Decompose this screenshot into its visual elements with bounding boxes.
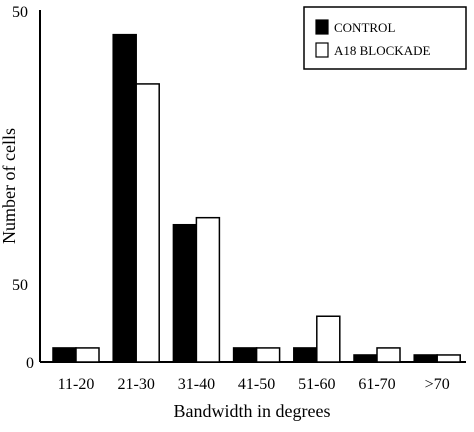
bar-control-6 bbox=[413, 354, 438, 363]
x-axis-title: Bandwidth in degrees bbox=[174, 401, 331, 421]
x-tick-label-3: 41-50 bbox=[238, 376, 275, 393]
y-tick-max: 50 bbox=[12, 4, 28, 21]
bars-group bbox=[52, 33, 461, 363]
y-tick-mid: 50 bbox=[12, 277, 28, 294]
x-tick-label-5: 61-70 bbox=[358, 376, 395, 393]
x-tick-label-2: 31-40 bbox=[178, 376, 215, 393]
legend: CONTROL A18 BLOCKADE bbox=[303, 6, 467, 70]
legend-swatch-a18-blockade bbox=[315, 42, 329, 58]
legend-label-a18-blockade: A18 BLOCKADE bbox=[334, 43, 430, 58]
x-tick-label-1: 21-30 bbox=[118, 376, 155, 393]
y-axis-title: Number of cells bbox=[0, 128, 19, 244]
x-tick-label-4: 51-60 bbox=[298, 376, 335, 393]
bar-control-4 bbox=[293, 347, 318, 363]
bar-a18-blockade-4 bbox=[316, 315, 341, 363]
bar-control-3 bbox=[232, 347, 258, 363]
plot-area: 11-20 21-30 31-40 41-50 51-60 61-70 >70 bbox=[39, 10, 466, 393]
bar-control-5 bbox=[353, 354, 378, 363]
bar-control-0 bbox=[52, 347, 77, 363]
bar-a18-blockade-3 bbox=[255, 347, 281, 363]
bar-a18-blockade-1 bbox=[135, 83, 160, 363]
bar-control-1 bbox=[112, 33, 137, 363]
x-tick-label-6: >70 bbox=[425, 376, 450, 393]
bar-control-2 bbox=[172, 223, 198, 363]
legend-swatch-control bbox=[315, 19, 329, 35]
bar-a18-blockade-5 bbox=[376, 347, 401, 363]
legend-label-control: CONTROL bbox=[334, 20, 395, 35]
bar-a18-blockade-0 bbox=[75, 347, 100, 363]
bar-a18-blockade-2 bbox=[195, 216, 221, 363]
x-tick-labels: 11-20 21-30 31-40 41-50 51-60 61-70 >70 bbox=[58, 376, 450, 393]
bar-a18-blockade-6 bbox=[436, 354, 461, 363]
y-tick-zero: 0 bbox=[26, 355, 34, 372]
legend-box bbox=[303, 6, 467, 70]
x-tick-label-0: 11-20 bbox=[58, 376, 95, 393]
